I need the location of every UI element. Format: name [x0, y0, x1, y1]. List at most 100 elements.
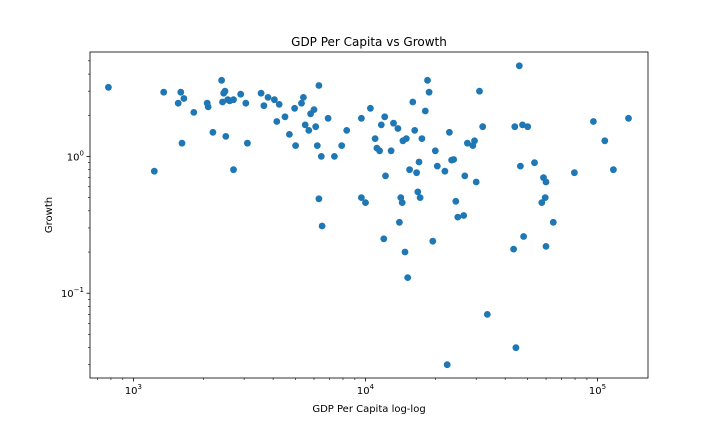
data-point — [590, 118, 597, 125]
data-point — [275, 101, 283, 108]
chart-title: GDP Per Capita vs Growth — [291, 35, 447, 49]
data-point — [380, 235, 388, 243]
data-point — [273, 118, 281, 125]
data-point — [443, 361, 451, 369]
data-point — [286, 131, 293, 138]
x-tick-label: 105 — [589, 383, 606, 397]
data-point — [519, 121, 526, 129]
data-point — [300, 94, 307, 101]
data-point — [376, 147, 383, 155]
data-point — [338, 142, 346, 150]
data-point — [209, 128, 217, 136]
data-point — [549, 218, 557, 226]
x-axis-label: GDP Per Capita log-log — [312, 404, 425, 415]
data-point — [390, 119, 397, 127]
data-point — [281, 113, 289, 121]
data-point — [610, 166, 617, 174]
data-point — [406, 166, 413, 174]
x-tick-label: 103 — [125, 383, 142, 397]
data-point — [178, 139, 186, 147]
data-point — [291, 104, 298, 112]
data-point — [538, 199, 546, 207]
data-point — [264, 94, 272, 101]
y-axis-label: Growth — [44, 197, 55, 233]
data-point — [472, 178, 480, 186]
data-point — [396, 218, 403, 226]
data-point — [402, 135, 410, 143]
data-point — [257, 89, 265, 97]
data-point — [483, 311, 491, 318]
data-point — [313, 142, 321, 150]
data-point — [331, 153, 338, 160]
data-point — [418, 135, 426, 143]
data-point — [524, 123, 532, 131]
data-point — [542, 178, 550, 186]
data-point — [315, 195, 323, 203]
data-point — [244, 139, 251, 147]
data-point — [160, 88, 168, 96]
data-point — [301, 121, 309, 129]
data-point — [411, 126, 419, 134]
data-point — [180, 95, 188, 102]
data-point — [429, 237, 437, 245]
data-point — [242, 99, 250, 107]
data-point — [601, 137, 609, 145]
data-point — [512, 344, 520, 352]
data-point — [413, 169, 420, 177]
data-point — [367, 104, 374, 112]
data-point — [271, 96, 278, 104]
data-point — [177, 88, 185, 96]
data-point — [315, 82, 323, 89]
data-point — [204, 103, 212, 111]
data-point — [460, 212, 468, 219]
data-point — [541, 194, 549, 202]
data-point — [237, 90, 245, 98]
data-point — [511, 123, 519, 131]
data-point — [416, 194, 424, 202]
data-point — [471, 137, 478, 145]
data-point — [222, 133, 230, 140]
data-point — [292, 142, 299, 150]
data-point — [398, 199, 406, 207]
data-point — [190, 109, 198, 116]
data-point — [343, 126, 351, 134]
data-point — [515, 62, 523, 70]
data-point — [377, 121, 385, 129]
data-point — [218, 76, 226, 84]
data-point — [221, 87, 229, 95]
data-point — [394, 125, 402, 132]
data-point — [371, 135, 379, 143]
data-point — [433, 162, 441, 170]
data-point — [404, 274, 412, 281]
data-point — [520, 233, 527, 240]
data-point — [298, 99, 305, 107]
data-point — [219, 98, 226, 106]
data-point — [454, 213, 462, 221]
data-point — [317, 153, 325, 160]
data-point — [479, 123, 487, 131]
plot-area — [90, 52, 648, 378]
data-point — [625, 114, 632, 122]
data-points — [105, 62, 632, 369]
data-point — [401, 248, 409, 256]
data-point — [382, 172, 389, 180]
data-point — [174, 99, 182, 107]
data-point — [358, 114, 365, 122]
data-point — [381, 113, 389, 121]
data-point — [425, 88, 433, 96]
data-point — [305, 126, 313, 134]
data-point — [415, 158, 423, 166]
data-point — [461, 172, 469, 180]
data-point — [424, 76, 431, 84]
data-point — [318, 222, 326, 230]
data-point — [421, 107, 429, 115]
x-tick-label: 104 — [357, 383, 375, 397]
plot-frame — [89, 51, 649, 379]
y-tick-label: 10−1 — [61, 286, 84, 300]
data-point — [105, 83, 112, 91]
data-point — [409, 98, 417, 106]
data-point — [531, 159, 538, 167]
data-point — [431, 147, 439, 155]
